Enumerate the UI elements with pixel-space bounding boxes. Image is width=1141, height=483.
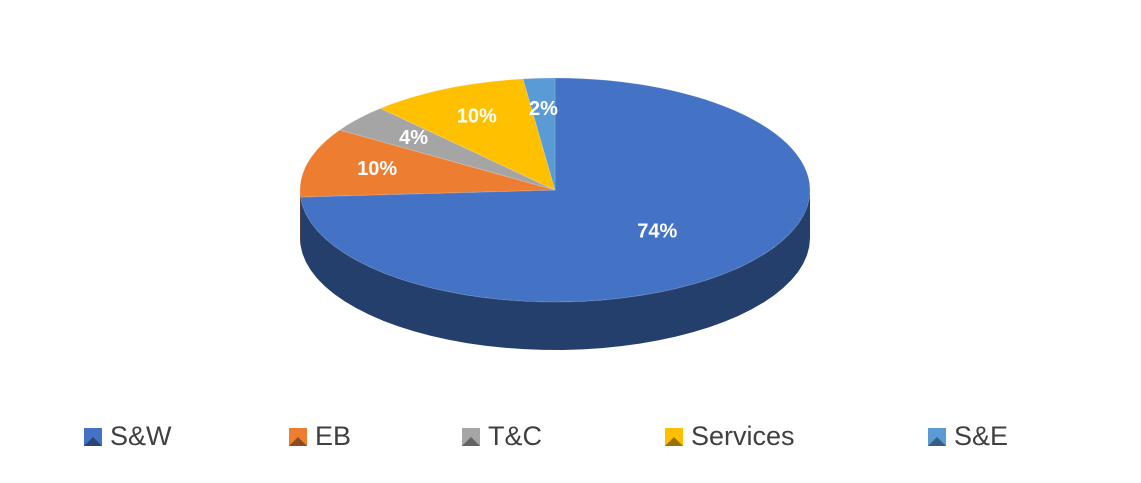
- legend-swatch-shade: [928, 437, 946, 446]
- legend-swatch-shade: [84, 437, 102, 446]
- data-label: 10%: [457, 105, 497, 127]
- data-label: 2%: [529, 98, 558, 120]
- data-label: 4%: [399, 127, 428, 149]
- slice: [299, 77, 811, 303]
- legend-label: Services: [691, 421, 795, 451]
- slice: [299, 129, 556, 198]
- legend-swatch-shade: [665, 437, 683, 446]
- legend-label: S&W: [110, 421, 172, 451]
- slice-side: [300, 190, 301, 246]
- slice: [522, 77, 556, 191]
- legend-swatch-shade: [462, 437, 480, 446]
- slice: [338, 107, 556, 191]
- data-label: 10%: [357, 158, 397, 180]
- data-label: 74%: [637, 220, 677, 242]
- legend-label: T&C: [488, 421, 542, 451]
- legend-label: EB: [315, 421, 351, 451]
- slice-side: [300, 190, 810, 350]
- slice: [379, 78, 556, 191]
- legend-label: S&E: [954, 421, 1008, 451]
- legend-swatch-shade: [289, 437, 307, 446]
